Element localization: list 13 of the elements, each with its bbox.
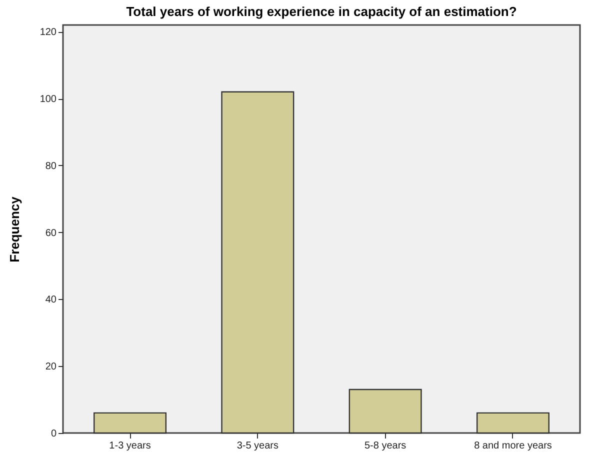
x-tick-label: 3-5 years — [236, 440, 279, 452]
y-tick-label: 80 — [45, 160, 57, 172]
y-tick-label: 60 — [45, 228, 57, 239]
y-axis-title: Frequency — [6, 196, 22, 262]
y-tick-label: 0 — [50, 428, 57, 440]
chart-title: Total years of working experience in capacity of an estimation? — [126, 4, 517, 19]
y-tick-label: 40 — [45, 294, 57, 306]
y-tick-label: 100 — [40, 94, 57, 106]
y-tick-label: 120 — [40, 27, 57, 38]
x-tick-label: 8 and more years — [474, 440, 552, 452]
x-tick-label: 1-3 years — [109, 440, 151, 452]
x-tick-label: 5-8 years — [364, 440, 406, 452]
y-tick-label: 20 — [45, 362, 57, 373]
